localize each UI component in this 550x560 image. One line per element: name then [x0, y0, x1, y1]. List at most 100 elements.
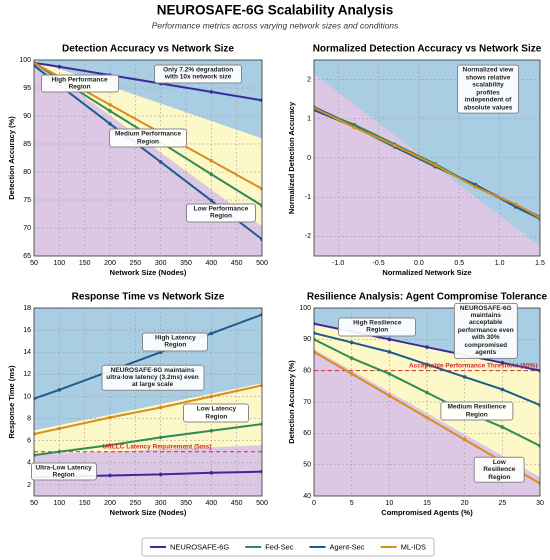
annotation: Medium Performance Region	[109, 128, 187, 148]
annotation: High Latency Region	[142, 332, 209, 352]
data-point	[349, 340, 354, 345]
x-tick-label: 450	[231, 500, 243, 507]
x-tick-label: 20	[461, 500, 469, 507]
data-point	[158, 435, 163, 440]
data-point	[462, 437, 467, 442]
data-point	[57, 64, 62, 69]
legend-frame	[141, 537, 435, 557]
x-tick-label: 5	[350, 500, 354, 507]
data-point	[387, 350, 392, 354]
threshold-label: Acceptable Performance Threshold (80%)	[409, 362, 538, 369]
page-subtitle: Performance metrics across varying netwo…	[152, 20, 399, 30]
data-point	[500, 425, 505, 429]
x-tick-label: 100	[53, 260, 65, 267]
x-tick-label: -0.5	[373, 260, 385, 267]
plot-frame	[33, 307, 263, 497]
data-point	[425, 362, 429, 367]
x-tick-label: 400	[205, 500, 217, 507]
annotation: Low Latency Region	[183, 403, 250, 423]
data-point	[57, 426, 62, 431]
y-tick-label: 80	[23, 169, 31, 176]
y-tick-label: 80	[303, 368, 311, 375]
annotation: Normalized view shows relative scalabili…	[457, 64, 520, 114]
y-tick-label: 2	[27, 482, 31, 489]
x-tick-label: 450	[231, 260, 243, 267]
series-line	[34, 423, 262, 457]
data-point	[314, 106, 316, 110]
region	[314, 73, 540, 256]
data-point	[209, 90, 214, 94]
data-point	[425, 345, 429, 349]
data-point	[108, 415, 112, 420]
series-line	[34, 61, 262, 102]
data-point	[500, 361, 505, 365]
plot-frame	[313, 59, 541, 257]
annotation: High Performance Region	[40, 74, 119, 93]
legend-label: Fed-Sec	[265, 542, 294, 551]
data-point	[209, 394, 214, 399]
data-point	[108, 109, 112, 113]
data-point	[349, 372, 354, 376]
data-point	[34, 396, 36, 401]
data-point	[425, 390, 429, 395]
y-axis-label: Response Time (ms)	[7, 365, 16, 439]
annotation: Low Resilience Region	[473, 456, 525, 483]
x-tick-label: 500	[256, 260, 268, 267]
x-tick-label: 0	[312, 500, 316, 507]
x-tick-label: 10	[385, 500, 393, 507]
x-tick-label: 150	[79, 500, 91, 507]
data-point	[34, 453, 36, 457]
data-point	[473, 185, 478, 189]
y-tick-label: 1	[307, 116, 311, 123]
x-tick-label: 200	[104, 260, 116, 267]
data-point	[352, 125, 357, 130]
y-axis-label: Detection Accuracy (%)	[7, 116, 16, 200]
series-line	[34, 313, 262, 400]
y-tick-label: 70	[303, 399, 311, 406]
y-tick-label: 50	[303, 462, 311, 469]
y-tick-label: 100	[299, 305, 311, 312]
x-tick-label: 300	[155, 500, 167, 507]
data-point	[260, 187, 262, 191]
data-point	[314, 321, 316, 326]
y-tick-label: -2	[305, 233, 311, 240]
data-point	[108, 473, 112, 478]
y-tick-label: 70	[23, 225, 31, 232]
data-point	[209, 428, 214, 433]
annotation: Low Performance Region	[185, 203, 256, 223]
data-point	[57, 449, 62, 454]
data-point	[538, 481, 540, 486]
data-point	[387, 372, 392, 376]
legend: NEUROSAFE-6G Fed-Sec Agent-Sec ML-IDS	[141, 537, 435, 557]
annotation: NEUROSAFE-6G maintains ultra-low latency…	[101, 364, 205, 391]
x-tick-label: 250	[129, 500, 141, 507]
data-point	[500, 387, 505, 392]
data-point	[260, 203, 262, 208]
data-point	[260, 469, 262, 474]
x-tick-label: 100	[53, 500, 65, 507]
x-tick-label: 50	[30, 260, 38, 267]
data-point	[314, 337, 316, 342]
data-point	[314, 350, 316, 354]
x-tick-label: 25	[498, 500, 506, 507]
y-tick-label: 90	[23, 113, 31, 120]
y-tick-label: 18	[23, 305, 31, 312]
data-point	[538, 444, 540, 448]
annotation: Ultra-Low Latency Region	[30, 462, 97, 482]
x-tick-label: 350	[180, 260, 192, 267]
data-point	[462, 375, 467, 379]
region	[34, 383, 262, 455]
data-point	[108, 103, 112, 107]
data-point	[57, 388, 62, 392]
y-tick-label: 2	[307, 76, 311, 83]
data-point	[34, 63, 36, 68]
y-tick-label: 8	[27, 415, 31, 422]
series-line	[34, 384, 262, 436]
chart-title: Response Time vs Network Size	[72, 292, 225, 303]
y-axis-label: Normalized Detection Accuracy	[287, 101, 296, 214]
x-tick-label: 15	[423, 500, 431, 507]
data-point	[209, 470, 214, 475]
data-point	[108, 122, 112, 126]
data-point	[260, 312, 262, 317]
